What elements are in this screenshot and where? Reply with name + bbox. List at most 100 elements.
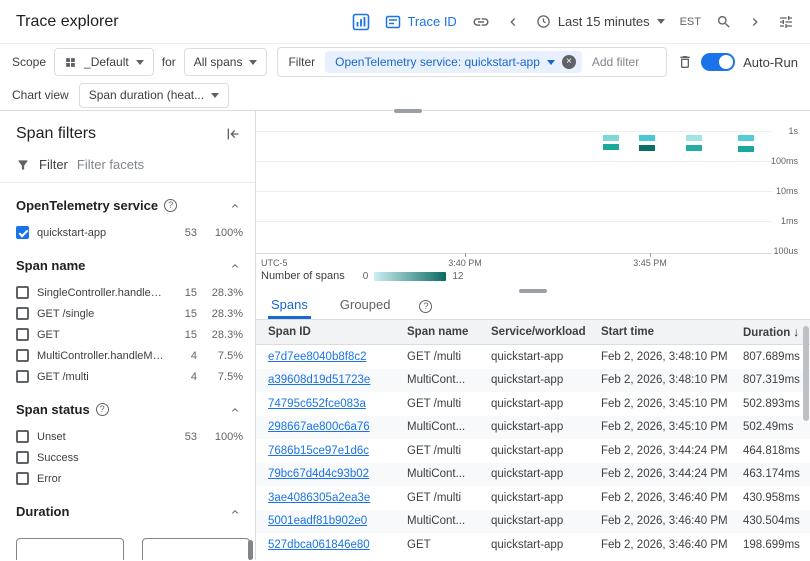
checkbox[interactable] (16, 286, 29, 299)
chevron-up-icon[interactable] (229, 200, 241, 212)
heatmap-cell[interactable] (639, 135, 655, 141)
heatmap-cell[interactable] (639, 145, 655, 151)
tab-grouped[interactable]: Grouped (339, 297, 391, 312)
help-icon[interactable]: ? (164, 199, 178, 212)
duration-min-input[interactable] (16, 538, 124, 560)
table-row[interactable]: 74795c652fce083a GET /multi quickstart-app… (256, 392, 810, 416)
horizontal-resize-handle[interactable] (394, 109, 422, 113)
table-row[interactable]: 5001eadf81b902e0 MultiCont... quickstart-a… (256, 509, 810, 533)
span-id-link[interactable]: 527dbca061846e80 (268, 538, 370, 551)
checkbox[interactable] (16, 328, 29, 341)
checkbox[interactable] (16, 226, 29, 239)
time-range-dropdown[interactable]: Last 15 minutes (536, 14, 665, 29)
section-header[interactable]: Duration (0, 489, 255, 528)
span-id-link[interactable]: 74795c652fce083a (268, 397, 366, 410)
auto-run-label: Auto-Run (743, 54, 798, 70)
tab-spans[interactable]: Spans (268, 293, 311, 319)
checkbox[interactable] (16, 349, 29, 362)
gridline (256, 191, 772, 192)
heatmap-cell[interactable] (738, 135, 754, 141)
legend-gradient-bar (374, 271, 447, 281)
span-scope-dropdown[interactable]: All spans (183, 48, 268, 76)
checkbox[interactable] (16, 430, 29, 443)
facet-item[interactable]: GET /multi 4 7.5% (0, 366, 255, 387)
span-id-link[interactable]: e7d7ee8040b8f8c2 (268, 350, 367, 363)
section-header[interactable]: OpenTelemetry service? (0, 183, 255, 222)
facet-item[interactable]: GET 15 28.3% (0, 324, 255, 345)
checkbox[interactable] (16, 370, 29, 383)
gridline (256, 161, 772, 162)
facet-filter-row[interactable]: Filter (0, 153, 255, 183)
start-time-cell: Feb 2, 2026, 3:46:40 PM (601, 515, 728, 528)
table-row[interactable]: 527dbca061846e80 GET quickstart-app Feb 2, … (256, 533, 810, 557)
facet-item[interactable]: Unset 53 100% (0, 426, 255, 447)
checkbox[interactable] (16, 307, 29, 320)
heatmap-cell[interactable] (738, 146, 754, 152)
trace-id-button[interactable]: Trace ID (385, 14, 457, 30)
scope-dropdown[interactable]: _Default (54, 48, 154, 76)
chevron-up-icon[interactable] (229, 506, 241, 518)
share-link-button[interactable] (472, 13, 490, 31)
duration-cell: 198.699ms (743, 538, 800, 551)
section-header[interactable]: Span name (0, 243, 255, 282)
checkbox[interactable] (16, 472, 29, 485)
filter-chip[interactable]: OpenTelemetry service: quickstart-app × (325, 51, 582, 73)
top-bar: Trace explorer Trace ID L (0, 0, 810, 44)
auto-run-toggle[interactable] (701, 53, 736, 71)
table-row[interactable]: e7d7ee8040b8f8c2 GET /multi quickstart-app… (256, 345, 810, 369)
heatmap-cell[interactable] (686, 135, 702, 141)
facet-item[interactable]: quickstart-app 53 100% (0, 222, 255, 243)
time-back-button[interactable] (505, 14, 521, 30)
help-icon[interactable]: ? (95, 403, 109, 416)
collapse-panel-button[interactable] (225, 126, 241, 142)
facet-item[interactable]: GET /single 15 28.3% (0, 303, 255, 324)
search-button[interactable] (716, 14, 732, 30)
span-id-link[interactable]: 5001eadf81b902e0 (268, 515, 368, 528)
checkbox[interactable] (16, 451, 29, 464)
duration-max-input[interactable] (142, 538, 250, 560)
analytics-button[interactable] (352, 13, 370, 31)
time-forward-button[interactable] (747, 14, 763, 30)
col-duration[interactable]: Duration ↓ (743, 325, 800, 339)
chevron-up-icon[interactable] (229, 260, 241, 272)
clear-filters-button[interactable] (677, 54, 693, 70)
col-service[interactable]: Service/workload (491, 326, 586, 338)
facet-item[interactable]: Success (0, 447, 255, 468)
link-icon (472, 13, 490, 31)
span-id-link[interactable]: 298667ae800c6a76 (268, 421, 370, 434)
filter-bar[interactable]: Filter OpenTelemetry service: quickstart… (277, 47, 668, 77)
table-row[interactable]: 79bc67d4d4c93b02 MultiCont... quickstart-a… (256, 462, 810, 486)
close-icon[interactable]: × (561, 55, 576, 69)
table-scrollbar-thumb[interactable] (803, 326, 809, 421)
span-id-link[interactable]: 79bc67d4d4c93b02 (268, 468, 370, 481)
table-row[interactable]: 298667ae800c6a76 MultiCont... quickstart-a… (256, 415, 810, 439)
heatmap-legend: Number of spans 0 12 (261, 270, 463, 282)
facet-item[interactable]: Error (0, 468, 255, 489)
chart-view-row: Chart view Span duration (heat... (0, 80, 810, 111)
chart-view-dropdown[interactable]: Span duration (heat... (78, 82, 230, 108)
settings-button[interactable] (778, 14, 794, 30)
span-id-link[interactable]: a39608d19d51723e (268, 374, 371, 387)
span-id-link[interactable]: 3ae4086305a2ea3e (268, 491, 371, 504)
span-id-link[interactable]: 7686b15ce97e1d6c (268, 444, 370, 457)
facet-item[interactable]: MultiController.handleMulti 4 7.5% (0, 345, 255, 366)
col-start-time[interactable]: Start time (601, 326, 655, 338)
heatmap-cell[interactable] (603, 144, 619, 150)
col-span-id[interactable]: Span ID (268, 326, 311, 338)
col-span-name[interactable]: Span name (407, 326, 469, 338)
facet-item[interactable]: SingleController.handleSing... 15 28.3% (0, 282, 255, 303)
help-icon[interactable]: ? (419, 299, 433, 313)
facet-filter-label: Filter (39, 157, 68, 172)
chevron-up-icon[interactable] (229, 404, 241, 416)
table-row[interactable]: 3ae4086305a2ea3e GET /multi quickstart-app… (256, 486, 810, 510)
heatmap-cell[interactable] (686, 145, 702, 151)
sidebar-scrollbar-thumb[interactable] (248, 540, 253, 560)
add-filter-input[interactable] (591, 55, 657, 69)
top-bar-actions: Trace ID Last 15 minutes EST (352, 13, 794, 31)
table-row[interactable]: 7686b15ce97e1d6c GET /multi quickstart-app… (256, 439, 810, 463)
section-header[interactable]: Span status? (0, 387, 255, 426)
chart-table-resize-handle[interactable] (519, 289, 547, 293)
heatmap-cell[interactable] (603, 135, 619, 141)
table-row[interactable]: a39608d19d51723e MultiCont... quickstart-a… (256, 368, 810, 392)
facet-filter-input[interactable] (76, 157, 239, 172)
